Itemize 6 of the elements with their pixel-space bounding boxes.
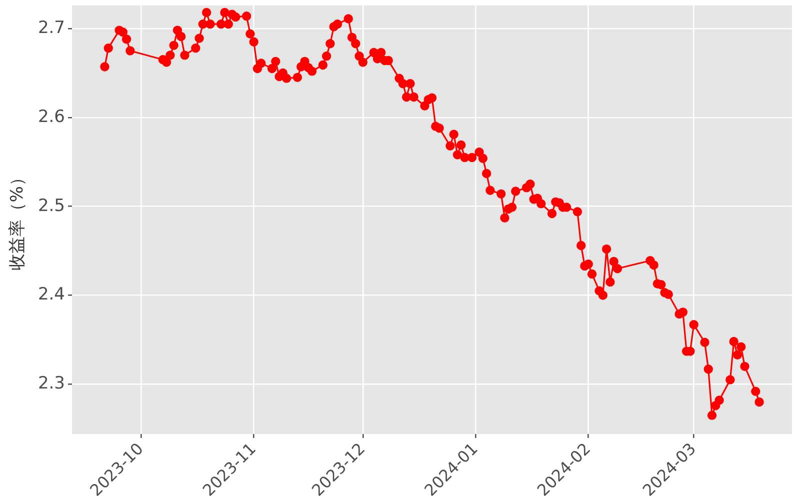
- y-axis-title: 收益率（%）: [8, 169, 28, 270]
- y-tick-label: 2.3: [38, 374, 65, 394]
- y-tick-label: 2.5: [38, 196, 65, 216]
- y-tick-label: 2.6: [38, 106, 65, 127]
- y-tick-label: 2.7: [38, 18, 65, 38]
- y-tick-label: 2.4: [38, 284, 65, 305]
